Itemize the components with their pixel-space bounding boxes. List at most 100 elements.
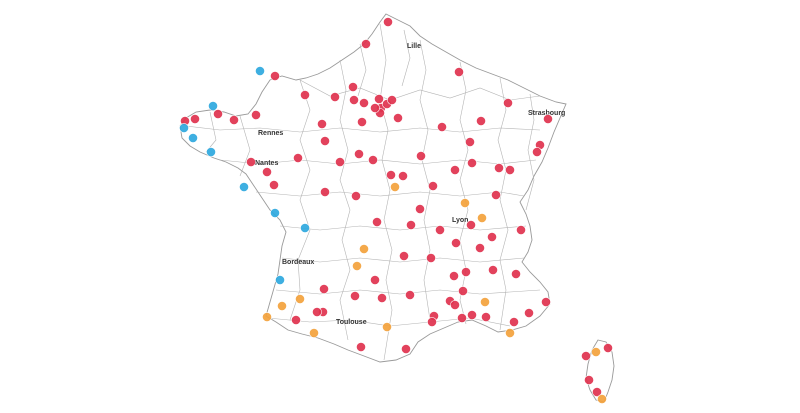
map-point-red[interactable] xyxy=(370,103,380,113)
map-point-red[interactable] xyxy=(494,163,504,173)
map-point-red[interactable] xyxy=(251,110,261,120)
map-point-red[interactable] xyxy=(603,343,613,353)
map-point-blue[interactable] xyxy=(208,101,218,111)
map-point-red[interactable] xyxy=(300,90,310,100)
map-point-red[interactable] xyxy=(461,267,471,277)
map-point-red[interactable] xyxy=(466,220,476,230)
map-point-red[interactable] xyxy=(415,204,425,214)
map-point-red[interactable] xyxy=(516,225,526,235)
map-point-red[interactable] xyxy=(312,307,322,317)
map-point-red[interactable] xyxy=(435,225,445,235)
map-point-red[interactable] xyxy=(348,82,358,92)
map-point-red[interactable] xyxy=(349,95,359,105)
map-point-red[interactable] xyxy=(372,217,382,227)
map-point-red[interactable] xyxy=(319,284,329,294)
map-point-red[interactable] xyxy=(581,351,591,361)
map-point-red[interactable] xyxy=(269,180,279,190)
map-point-red[interactable] xyxy=(416,151,426,161)
map-point-red[interactable] xyxy=(374,94,384,104)
map-point-red[interactable] xyxy=(503,98,513,108)
map-point-red[interactable] xyxy=(491,190,501,200)
map-point-blue[interactable] xyxy=(239,182,249,192)
map-point-orange[interactable] xyxy=(591,347,601,357)
map-point-red[interactable] xyxy=(465,137,475,147)
map-point-red[interactable] xyxy=(505,165,515,175)
map-point-red[interactable] xyxy=(487,232,497,242)
map-point-red[interactable] xyxy=(426,253,436,263)
map-point-red[interactable] xyxy=(450,165,460,175)
map-point-blue[interactable] xyxy=(275,275,285,285)
map-point-red[interactable] xyxy=(335,157,345,167)
map-point-red[interactable] xyxy=(317,119,327,129)
map-point-red[interactable] xyxy=(475,243,485,253)
map-point-red[interactable] xyxy=(291,315,301,325)
map-point-red[interactable] xyxy=(488,265,498,275)
map-point-red[interactable] xyxy=(509,317,519,327)
map-point-red[interactable] xyxy=(584,375,594,385)
map-point-red[interactable] xyxy=(467,158,477,168)
map-point-orange[interactable] xyxy=(505,328,515,338)
map-point-red[interactable] xyxy=(359,98,369,108)
map-point-red[interactable] xyxy=(449,271,459,281)
map-point-red[interactable] xyxy=(532,147,542,157)
map-point-red[interactable] xyxy=(393,113,403,123)
map-point-red[interactable] xyxy=(476,116,486,126)
map-point-red[interactable] xyxy=(398,171,408,181)
map-point-blue[interactable] xyxy=(270,208,280,218)
map-point-red[interactable] xyxy=(293,153,303,163)
map-point-red[interactable] xyxy=(370,275,380,285)
map-point-red[interactable] xyxy=(541,297,551,307)
map-point-red[interactable] xyxy=(270,71,280,81)
map-point-red[interactable] xyxy=(427,317,437,327)
map-point-blue[interactable] xyxy=(188,133,198,143)
map-point-orange[interactable] xyxy=(359,244,369,254)
map-point-blue[interactable] xyxy=(206,147,216,157)
map-point-orange[interactable] xyxy=(460,198,470,208)
map-point-red[interactable] xyxy=(481,312,491,322)
map-point-red[interactable] xyxy=(458,286,468,296)
map-point-red[interactable] xyxy=(428,181,438,191)
map-point-blue[interactable] xyxy=(179,123,189,133)
map-point-orange[interactable] xyxy=(262,312,272,322)
map-point-red[interactable] xyxy=(330,92,340,102)
map-point-orange[interactable] xyxy=(382,322,392,332)
map-point-red[interactable] xyxy=(383,17,393,27)
map-point-red[interactable] xyxy=(368,155,378,165)
map-point-red[interactable] xyxy=(262,167,272,177)
map-point-red[interactable] xyxy=(387,95,397,105)
map-point-red[interactable] xyxy=(229,115,239,125)
map-point-orange[interactable] xyxy=(477,213,487,223)
map-point-red[interactable] xyxy=(320,187,330,197)
map-point-red[interactable] xyxy=(405,290,415,300)
map-point-red[interactable] xyxy=(356,342,366,352)
map-point-red[interactable] xyxy=(361,39,371,49)
map-point-orange[interactable] xyxy=(295,294,305,304)
map-point-red[interactable] xyxy=(357,117,367,127)
map-point-orange[interactable] xyxy=(480,297,490,307)
map-point-orange[interactable] xyxy=(277,301,287,311)
map-point-red[interactable] xyxy=(467,310,477,320)
map-point-red[interactable] xyxy=(190,114,200,124)
map-point-red[interactable] xyxy=(399,251,409,261)
map-point-red[interactable] xyxy=(524,308,534,318)
map-point-red[interactable] xyxy=(451,238,461,248)
map-point-blue[interactable] xyxy=(300,223,310,233)
map-point-red[interactable] xyxy=(406,220,416,230)
map-point-orange[interactable] xyxy=(390,182,400,192)
map-point-red[interactable] xyxy=(351,191,361,201)
map-point-blue[interactable] xyxy=(255,66,265,76)
map-point-orange[interactable] xyxy=(597,394,607,404)
map-point-orange[interactable] xyxy=(309,328,319,338)
map-point-red[interactable] xyxy=(511,269,521,279)
map-point-red[interactable] xyxy=(457,313,467,323)
map-point-red[interactable] xyxy=(350,291,360,301)
map-point-red[interactable] xyxy=(450,300,460,310)
map-point-red[interactable] xyxy=(320,136,330,146)
map-point-red[interactable] xyxy=(401,344,411,354)
map-point-red[interactable] xyxy=(543,114,553,124)
map-point-red[interactable] xyxy=(377,293,387,303)
map-point-red[interactable] xyxy=(437,122,447,132)
map-point-red[interactable] xyxy=(386,170,396,180)
map-point-orange[interactable] xyxy=(352,261,362,271)
